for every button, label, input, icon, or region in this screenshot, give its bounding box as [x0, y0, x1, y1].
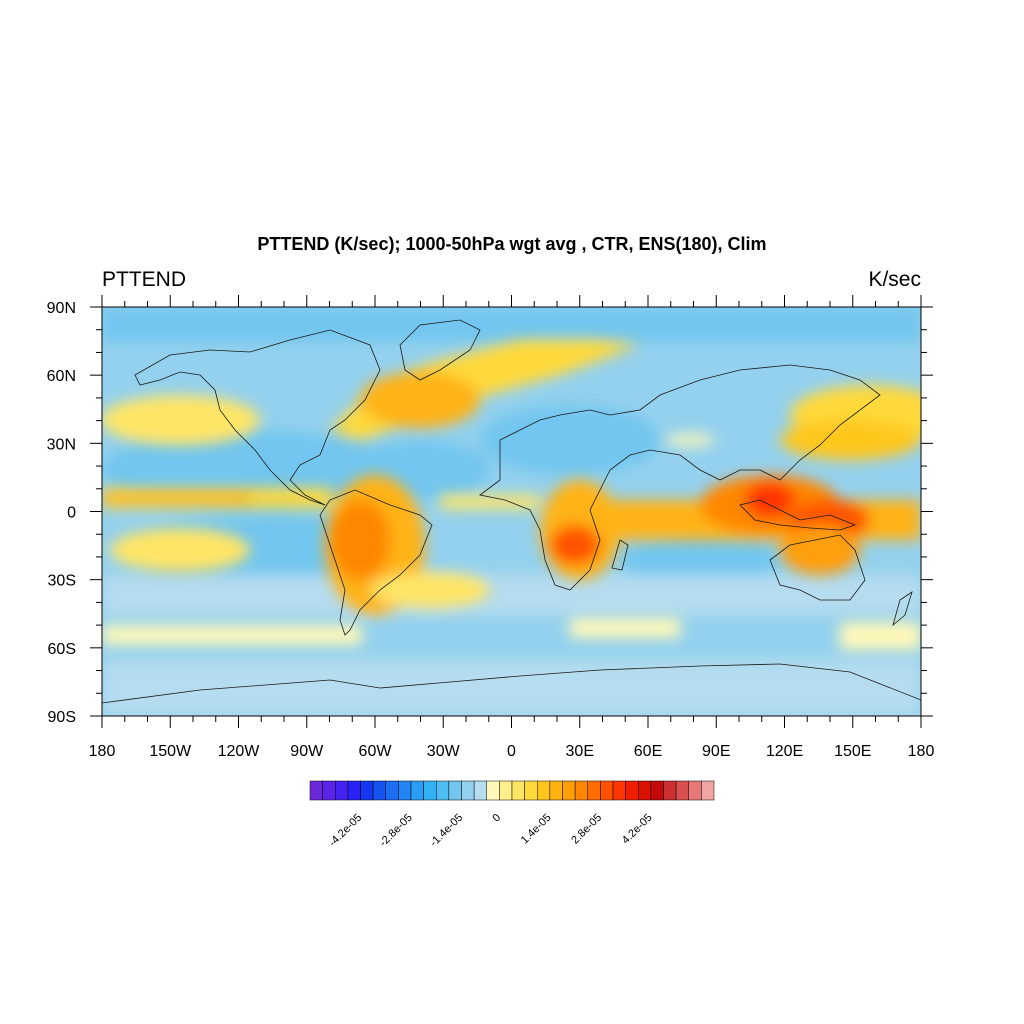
- colorbar-box: [309, 780, 323, 801]
- colorbar-label: 1.4e-05: [519, 812, 554, 847]
- lon-tick-label: 60E: [634, 743, 662, 760]
- colorbar-box: [335, 780, 349, 801]
- colorbar-label: -1.4e-05: [428, 812, 465, 849]
- lat-tick-label: 30N: [47, 436, 76, 453]
- colorbar-box: [372, 780, 386, 801]
- coastlines: [102, 319, 921, 704]
- map-panel: 180 150W 120W 90W 60W 30W 0 30E 60E 90E 120E 150E 18…: [47, 295, 935, 760]
- colorbar-label: -4.2e-05: [327, 812, 364, 849]
- colorbar-label: 4.2e-05: [620, 812, 655, 847]
- lon-tick-label: 0: [507, 743, 516, 760]
- antarctica-coast: [102, 663, 921, 704]
- colorbar: -4.2e-05 -2.8e-05 -1.4e-05 0 1.4e-05 2.8e-05 4…: [309, 780, 715, 849]
- colorbar-box: [562, 780, 576, 801]
- lon-tick-label: 30E: [566, 743, 594, 760]
- lat-tick-label: 60N: [47, 368, 76, 385]
- colorbar-box: [587, 780, 601, 801]
- colorbar-box: [511, 780, 525, 801]
- lon-tick-label: 90W: [290, 743, 324, 760]
- colorbar-box: [448, 780, 462, 801]
- colorbar-box: [574, 780, 588, 801]
- colorbar-box: [638, 780, 652, 801]
- colorbar-box: [398, 780, 412, 801]
- lon-tick-label: 90E: [702, 743, 730, 760]
- right-string-label: K/sec: [868, 268, 921, 291]
- south-america-coast: [319, 489, 433, 636]
- contour-field: [102, 307, 921, 716]
- plot-title: PTTEND (K/sec); 1000-50hPa wgt avg , CTR…: [257, 234, 766, 254]
- left-string-label: PTTEND: [102, 268, 186, 291]
- colorbar-box: [688, 780, 702, 801]
- colorbar-box: [612, 780, 626, 801]
- colorbar-box: [385, 780, 399, 801]
- lon-tick-label: 30W: [427, 743, 461, 760]
- colorbar-label: -2.8e-05: [377, 812, 414, 849]
- colorbar-box: [663, 780, 677, 801]
- north-america-coast: [134, 329, 381, 506]
- lon-tick-label: 180: [908, 743, 935, 760]
- colorbar-box: [600, 780, 614, 801]
- new-zealand-coast: [892, 591, 913, 627]
- lon-tick-label: 150W: [149, 743, 192, 760]
- colorbar-box: [486, 780, 500, 801]
- lat-tick-label: 90S: [48, 709, 76, 726]
- maritime-continent-coast: [739, 499, 857, 531]
- colorbar-box: [360, 780, 374, 801]
- lon-tick-label: 150E: [834, 743, 871, 760]
- colorbar-box: [347, 780, 361, 801]
- colorbar-box: [473, 780, 487, 801]
- colorbar-box: [701, 780, 715, 801]
- lat-tick-label: 90N: [47, 300, 76, 317]
- colorbar-box: [537, 780, 551, 801]
- colorbar-box: [650, 780, 664, 801]
- lon-tick-label: 60W: [359, 743, 393, 760]
- colorbar-label: 2.8e-05: [569, 812, 604, 847]
- colorbar-box: [524, 780, 538, 801]
- africa-eurasia-coast: [479, 364, 881, 591]
- colorbar-box: [625, 780, 639, 801]
- lon-tick-label: 120E: [766, 743, 803, 760]
- lon-tick-label: 180: [89, 743, 116, 760]
- colorbar-box: [436, 780, 450, 801]
- colorbar-box: [461, 780, 475, 801]
- lat-tick-label: 60S: [48, 641, 76, 658]
- colorbar-box: [549, 780, 563, 801]
- madagascar-coast: [611, 539, 629, 571]
- lat-tick-label: 30S: [48, 573, 76, 590]
- colorbar-box: [675, 780, 689, 801]
- colorbar-box: [499, 780, 513, 801]
- axis-ticks: 180 150W 120W 90W 60W 30W 0 30E 60E 90E 120E 150E 18…: [47, 295, 935, 760]
- greenland-coast: [399, 319, 481, 381]
- colorbar-box: [423, 780, 437, 801]
- colorbar-box: [322, 780, 336, 801]
- colorbar-box: [410, 780, 424, 801]
- lat-tick-label: 0: [67, 505, 76, 522]
- colorbar-label: 0: [490, 812, 503, 825]
- australia-coast: [769, 534, 866, 601]
- lon-tick-label: 120W: [218, 743, 261, 760]
